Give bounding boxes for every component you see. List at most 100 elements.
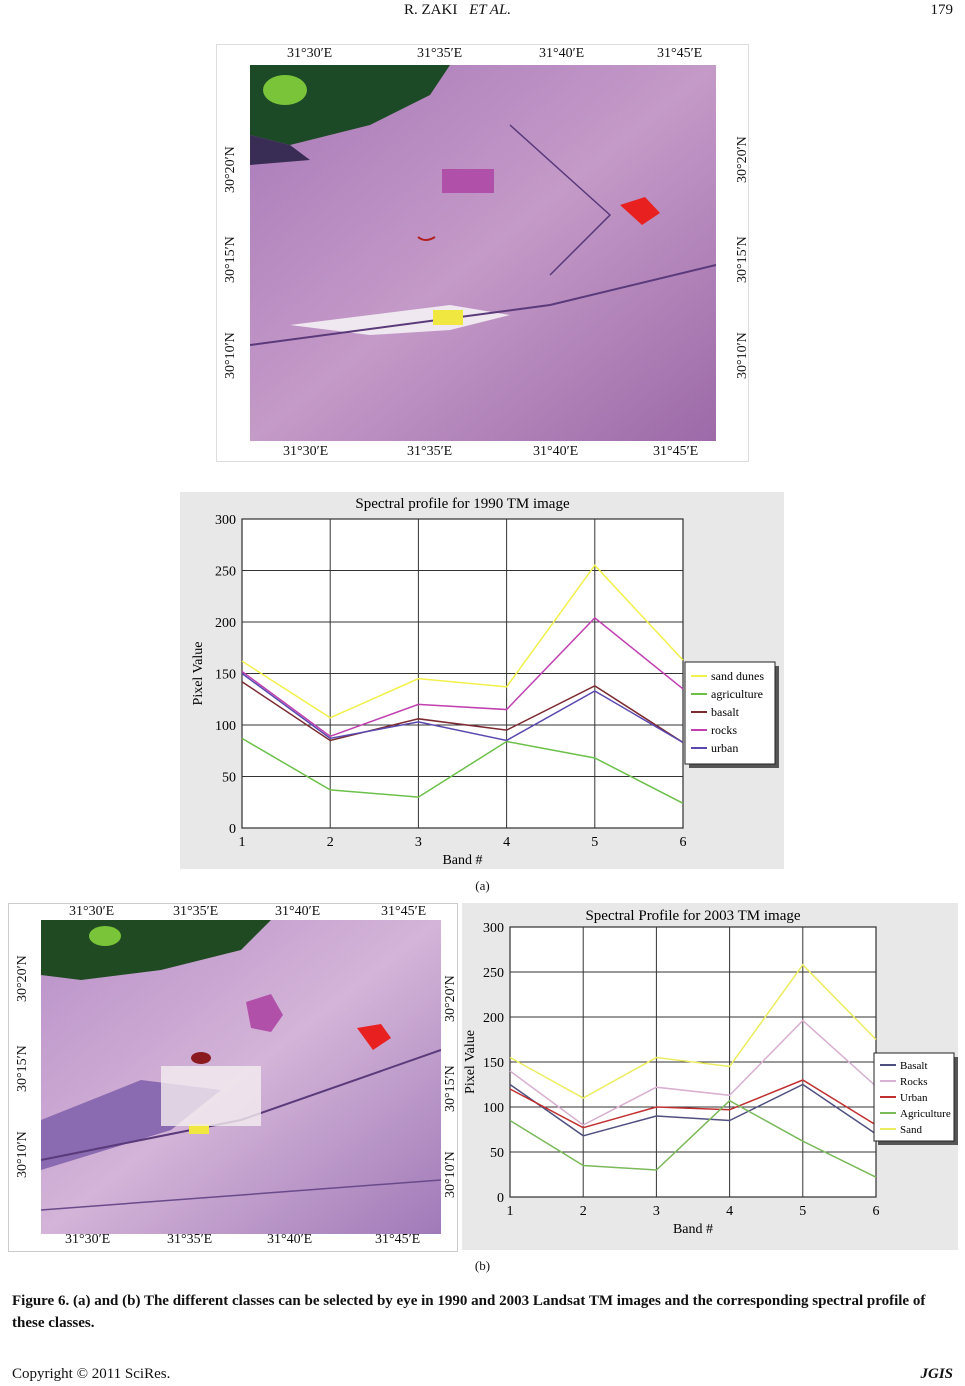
rocks-roi-b: [246, 994, 283, 1032]
map-a-right-label-1: 30°20′N: [735, 136, 750, 183]
chart-1990-title: Spectral profile for 1990 TM image: [355, 496, 570, 512]
chart-2003-y-tick-label: 100: [483, 1101, 504, 1116]
spectral-chart-1990: Spectral profile for 1990 TM image 0 50 100…: [180, 492, 784, 869]
chart-1990-legend-label: agriculture: [711, 687, 763, 701]
map-a-bottom-label-3: 31°40′E: [533, 444, 579, 459]
basalt-roi: [417, 236, 436, 241]
figure-caption: Figure 6. (a) and (b) The different clas…: [12, 1293, 926, 1331]
map-a-top-label-4: 31°45′E: [657, 46, 703, 61]
chart-1990-y-axis-label: Pixel Value: [191, 642, 206, 706]
chart-1990-y-tick-label: 200: [215, 616, 236, 631]
map-b-top-label-1: 31°30′E: [69, 904, 115, 919]
map-a-frame: 31°30′E 31°35′E 31°40′E 31°45′E 31°30′E …: [216, 44, 750, 462]
chart-1990-series-line-basalt: [241, 681, 684, 744]
chart-2003-y-tick-label: 200: [483, 1011, 504, 1026]
chart-2003-y-tick-label: 50: [490, 1146, 504, 1161]
chart-1990-x-tick-label: 6: [680, 835, 687, 850]
map-b-bottom-label-2: 31°35′E: [167, 1232, 213, 1247]
map-b-top-label-4: 31°45′E: [381, 904, 427, 919]
map-a-right-label-2: 30°15′N: [735, 236, 750, 283]
map-a-right-label-3: 30°10′N: [735, 332, 750, 379]
chart-2003-x-axis-label: Band #: [673, 1222, 713, 1237]
map-b-right-label-1: 30°20′N: [443, 975, 458, 1022]
chart-2003-x-tick-label: 3: [653, 1204, 660, 1219]
urban-roi: [620, 197, 660, 225]
chart-2003-y-tick-label: 0: [497, 1191, 504, 1206]
chart-1990-y-tick-label: 150: [215, 668, 236, 683]
map-a-bottom-label-4: 31°45′E: [653, 444, 699, 459]
map-a-image: [250, 65, 716, 441]
chart-1990-x-tick-label: 4: [503, 835, 510, 850]
map-b-right-label-2: 30°15′N: [443, 1065, 458, 1112]
map-a-top-label-3: 31°40′E: [539, 46, 585, 61]
chart-2003-y-tick-label: 250: [483, 966, 504, 981]
sand-roi: [433, 310, 463, 325]
chart-2003-legend-label: Agriculture: [900, 1108, 951, 1120]
sub-label-a: (a): [475, 878, 490, 893]
chart-1990-x-axis-label: Band #: [442, 853, 482, 868]
chart-1990-y-tick-label: 0: [229, 822, 236, 837]
chart-2003-x-tick-label: 2: [580, 1204, 587, 1219]
map-b-frame: 31°30′E 31°35′E 31°40′E 31°45′E 31°30′E …: [8, 903, 458, 1252]
basalt-roi-b: [191, 1052, 211, 1064]
chart-2003-legend-label: Rocks: [900, 1076, 928, 1088]
chart-2003-y-tick-label: 300: [483, 921, 504, 936]
map-b-bottom-label-3: 31°40′E: [267, 1232, 313, 1247]
chart-1990-y-tick-label: 250: [215, 565, 236, 580]
map-a-left-label-2: 30°15′N: [223, 236, 238, 283]
chart-2003-title: Spectral Profile for 2003 TM image: [585, 908, 800, 924]
page-number: 179: [930, 2, 954, 18]
map-b-top-label-2: 31°35′E: [173, 904, 219, 919]
chart-2003-y-tick-label: 150: [483, 1056, 504, 1071]
map-b-image: [41, 920, 441, 1234]
chart-1990-series-line-urban: [241, 672, 684, 744]
chart-1990-x-tick-label: 5: [591, 835, 598, 850]
chart-2003-series-line-basalt: [509, 1083, 877, 1137]
chart-2003-legend-label: Urban: [900, 1092, 928, 1104]
chart-2003-x-tick-label: 6: [873, 1204, 880, 1219]
map-b-left-label-1: 30°20′N: [15, 955, 30, 1002]
chart-1990-series-line-agriculture: [241, 737, 684, 804]
map-b-bottom-label-1: 31°30′E: [65, 1232, 111, 1247]
chart-2003-legend-label: Sand: [900, 1124, 923, 1136]
rocks-roi: [442, 169, 494, 193]
chart-2003-legend-label: Basalt: [900, 1060, 928, 1072]
chart-1990-legend-label: basalt: [711, 705, 740, 719]
journal-name: JGIS: [920, 1366, 953, 1382]
chart-2003-x-tick-label: 4: [726, 1204, 733, 1219]
chart-1990-x-tick-label: 1: [239, 835, 246, 850]
map-b-top-label-3: 31°40′E: [275, 904, 321, 919]
chart-2003-y-axis-label: Pixel Value: [463, 1030, 478, 1094]
map-a-left-label-1: 30°20′N: [223, 146, 238, 193]
agriculture-roi: [263, 75, 307, 105]
chart-2003-series-line-agriculture: [509, 1099, 877, 1178]
chart-1990-series-line-sand-dunes: [241, 564, 684, 719]
running-head: R. ZAKI ET AL.: [404, 2, 511, 19]
map-b-right-label-3: 30°10′N: [443, 1151, 458, 1198]
map-b-left-label-3: 30°10′N: [15, 1131, 30, 1178]
map-a-top-label-2: 31°35′E: [417, 46, 463, 61]
copyright: Copyright © 2011 SciRes.: [12, 1366, 171, 1382]
chart-1990-y-tick-label: 100: [215, 719, 236, 734]
running-head-etal: ET AL.: [469, 2, 512, 18]
map-a-bottom-label-1: 31°30′E: [283, 444, 329, 459]
spectral-chart-2003: Spectral Profile for 2003 TM image 0 50 100…: [462, 903, 958, 1250]
running-head-authors: R. ZAKI: [404, 2, 458, 18]
map-b-bottom-label-4: 31°45′E: [375, 1232, 421, 1247]
chart-2003-series-line-sand: [509, 963, 877, 1099]
sand-roi-b: [189, 1124, 209, 1134]
chart-1990-legend-label: sand dunes: [711, 669, 764, 683]
chart-1990-series-line-rocks: [241, 616, 684, 738]
chart-1990-legend-label: rocks: [711, 723, 737, 737]
chart-1990-y-tick-label: 50: [222, 771, 236, 786]
sub-label-b: (b): [474, 1258, 491, 1273]
urban-roi-b: [357, 1024, 391, 1050]
chart-1990-x-tick-label: 3: [415, 835, 422, 850]
map-a-left-label-3: 30°10′N: [223, 332, 238, 379]
chart-2003-x-tick-label: 5: [799, 1204, 806, 1219]
map-a-bottom-label-2: 31°35′E: [407, 444, 453, 459]
map-b-left-label-2: 30°15′N: [15, 1045, 30, 1092]
map-a-top-label-1: 31°30′E: [287, 46, 333, 61]
chart-1990-y-tick-label: 300: [215, 513, 236, 528]
chart-1990-legend-label: urban: [711, 741, 738, 755]
